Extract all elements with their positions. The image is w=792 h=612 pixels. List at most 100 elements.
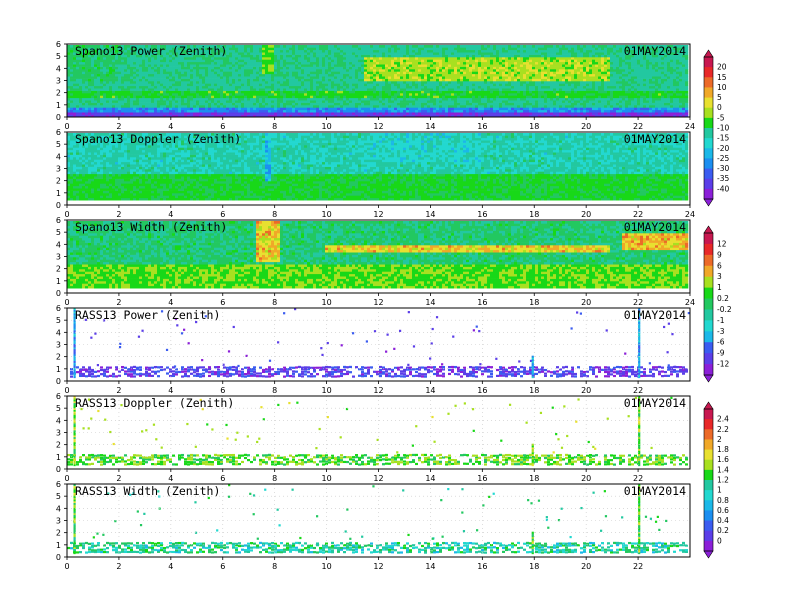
- heatmap-cell: [109, 98, 112, 101]
- heatmap-cell: [118, 88, 121, 91]
- heatmap-cell: [295, 74, 298, 77]
- heatmap-cell: [277, 88, 280, 91]
- heatmap-cell: [259, 45, 262, 48]
- heatmap-cell: [127, 83, 130, 86]
- heatmap-cell: [277, 74, 280, 77]
- heatmap-cell: [307, 107, 310, 110]
- heatmap-cell: [169, 103, 172, 106]
- heatmap-cell: [73, 100, 76, 103]
- heatmap-cell: [220, 71, 223, 74]
- heatmap-cell: [241, 52, 244, 55]
- heatmap-cell: [262, 57, 265, 60]
- heatmap-cell: [262, 83, 265, 86]
- heatmap-cell: [217, 69, 220, 72]
- heatmap-cell: [70, 76, 73, 79]
- heatmap-cell: [169, 59, 172, 62]
- heatmap-cell: [187, 69, 190, 72]
- heatmap-cell: [265, 79, 268, 82]
- heatmap-cell: [310, 71, 313, 74]
- heatmap-cell: [88, 103, 91, 106]
- heatmap-cell: [322, 110, 325, 113]
- heatmap-cell: [238, 76, 241, 79]
- heatmap-cell: [232, 69, 235, 72]
- heatmap-cell: [283, 86, 286, 89]
- heatmap-cell: [256, 91, 259, 94]
- heatmap-cell: [109, 62, 112, 65]
- heatmap-cell: [181, 95, 184, 98]
- heatmap-cell: [124, 71, 127, 74]
- heatmap-cell: [310, 67, 313, 70]
- heatmap-cell: [115, 76, 118, 79]
- heatmap-cell: [85, 95, 88, 98]
- heatmap-cell: [256, 67, 259, 70]
- heatmap-cell: [265, 100, 268, 103]
- heatmap-cell: [247, 86, 250, 89]
- heatmap-cell: [127, 110, 130, 113]
- heatmap-cell: [247, 100, 250, 103]
- heatmap-cell: [289, 50, 292, 53]
- heatmap-cell: [256, 79, 259, 82]
- heatmap-cell: [151, 79, 154, 82]
- heatmap-cell: [154, 81, 157, 84]
- heatmap-cell: [145, 67, 148, 70]
- heatmap-cell: [124, 98, 127, 101]
- heatmap-cell: [256, 103, 259, 106]
- heatmap-cell: [136, 67, 139, 70]
- heatmap-cell: [277, 69, 280, 72]
- heatmap-cell: [202, 81, 205, 84]
- heatmap-cell: [238, 79, 241, 82]
- heatmap-cell: [235, 57, 238, 60]
- heatmap-cell: [151, 88, 154, 91]
- heatmap-cell: [94, 69, 97, 72]
- heatmap-cell: [121, 64, 124, 67]
- heatmap-cell: [235, 100, 238, 103]
- heatmap-cell: [85, 105, 88, 108]
- heatmap-cell: [313, 110, 316, 113]
- heatmap-cell: [205, 69, 208, 72]
- heatmap-cell: [226, 103, 229, 106]
- heatmap-cell: [166, 103, 169, 106]
- heatmap-cell: [265, 112, 268, 115]
- heatmap-cell: [274, 107, 277, 110]
- heatmap-cell: [325, 55, 328, 58]
- heatmap-cell: [232, 100, 235, 103]
- heatmap-cell: [262, 71, 265, 74]
- heatmap-cell: [274, 112, 277, 115]
- heatmap-cell: [271, 98, 274, 101]
- heatmap-cell: [316, 62, 319, 65]
- heatmap-cell: [280, 69, 283, 72]
- heatmap-cell: [145, 93, 148, 96]
- heatmap-cell: [205, 79, 208, 82]
- heatmap-cell: [229, 62, 232, 65]
- heatmap-cell: [289, 86, 292, 89]
- heatmap-cell: [202, 83, 205, 86]
- heatmap-cell: [193, 69, 196, 72]
- heatmap-cell: [100, 67, 103, 70]
- heatmap-cell: [271, 64, 274, 67]
- heatmap-cell: [322, 64, 325, 67]
- heatmap-cell: [298, 64, 301, 67]
- heatmap-cell: [274, 52, 277, 55]
- heatmap-cell: [295, 57, 298, 60]
- heatmap-cell: [268, 69, 271, 72]
- heatmap-cell: [175, 86, 178, 89]
- heatmap-cell: [238, 91, 241, 94]
- heatmap-cell: [175, 110, 178, 113]
- heatmap-cell: [214, 69, 217, 72]
- heatmap-cell: [121, 83, 124, 86]
- heatmap-cell: [109, 112, 112, 115]
- heatmap-cell: [286, 91, 289, 94]
- heatmap-cell: [172, 91, 175, 94]
- heatmap-cell: [307, 59, 310, 62]
- heatmap-cell: [319, 95, 322, 98]
- heatmap-cell: [259, 110, 262, 113]
- heatmap-cell: [157, 98, 160, 101]
- heatmap-cell: [223, 93, 226, 96]
- heatmap-cell: [88, 91, 91, 94]
- heatmap-cell: [100, 107, 103, 110]
- heatmap-cell: [199, 100, 202, 103]
- heatmap-cell: [136, 62, 139, 65]
- heatmap-cell: [115, 59, 118, 62]
- heatmap-cell: [286, 69, 289, 72]
- heatmap-cell: [211, 67, 214, 70]
